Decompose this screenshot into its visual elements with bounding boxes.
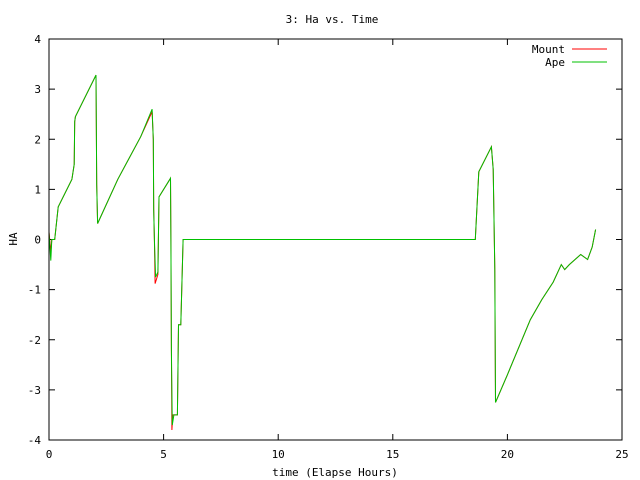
y-tick-label: 0 (34, 234, 41, 247)
x-tick-label: 20 (501, 448, 514, 461)
x-tick-label: 25 (615, 448, 628, 461)
x-tick-label: 0 (46, 448, 53, 461)
y-tick-label: -3 (28, 384, 41, 397)
plot-area-border (48, 38, 623, 441)
x-axis-label: time (Elapse Hours) (272, 466, 398, 479)
y-tick-label: 2 (34, 133, 41, 146)
y-tick-label: -1 (28, 284, 41, 297)
legend-label-ape: Ape (545, 56, 565, 69)
x-tick-label: 5 (160, 448, 167, 461)
y-tick-label: -4 (28, 434, 42, 447)
y-tick-label: 4 (34, 33, 41, 46)
chart-title: 3: Ha vs. Time (286, 13, 379, 26)
series-line-ape (48, 74, 597, 426)
y-tick-label: 3 (34, 83, 41, 96)
y-axis-label: HA (7, 232, 20, 246)
x-tick-label: 10 (272, 448, 285, 461)
series-lines (48, 74, 597, 431)
x-tick-label: 15 (386, 448, 399, 461)
y-tick-label: 1 (34, 183, 41, 196)
legend-label-mount: Mount (532, 43, 565, 56)
y-tick-label: -2 (28, 334, 41, 347)
